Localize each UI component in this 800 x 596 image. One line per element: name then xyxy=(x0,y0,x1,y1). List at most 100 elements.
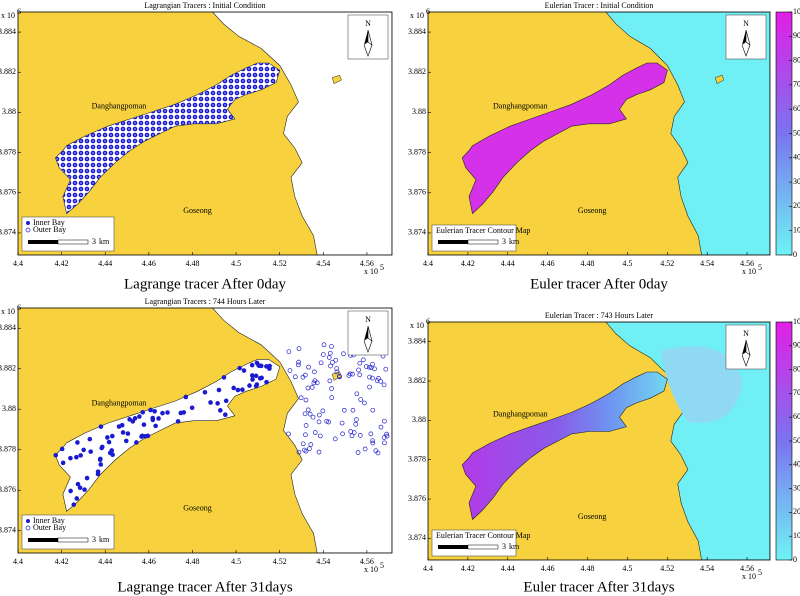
outer-tracer xyxy=(370,407,376,413)
outer-tracer xyxy=(370,440,376,446)
colorbar-tick-label: 40 xyxy=(793,460,800,469)
north-label: N xyxy=(365,315,371,324)
scale-unit: km xyxy=(509,542,520,551)
inner-tracer xyxy=(84,475,90,481)
place-label: Danghangpoman xyxy=(92,398,147,407)
inner-tracer xyxy=(120,430,126,435)
scale-bar-light xyxy=(57,537,89,543)
scale-label: 3 xyxy=(92,535,96,544)
inner-tracer xyxy=(141,422,147,427)
inner-tracer xyxy=(208,400,213,405)
inner-tracer xyxy=(264,364,269,369)
caption: Euler tracer After 31days xyxy=(523,579,674,595)
outer-tracer xyxy=(308,442,314,447)
outer-tracer xyxy=(341,351,346,357)
inner-tracer xyxy=(221,375,227,380)
outer-tracer xyxy=(339,420,345,426)
panel-title: Eulerian Tracer : 743 Hours Later xyxy=(545,311,654,320)
y-exponent: 6 xyxy=(17,303,21,312)
inner-tracer xyxy=(223,398,229,404)
caption: Euler tracer After 0day xyxy=(530,276,668,292)
x-multiplier: x 10 xyxy=(364,267,378,276)
outer-tracer xyxy=(364,364,369,369)
y-tick-label: 3.874 xyxy=(0,526,16,535)
inner-tracer xyxy=(74,496,80,501)
north-arrow-light xyxy=(363,29,373,57)
outer-tracer xyxy=(370,361,375,367)
x-exponent: 5 xyxy=(758,568,762,577)
x-tick-label: 4.54 xyxy=(316,259,330,268)
outer-tracer xyxy=(296,359,301,365)
outer-tracer xyxy=(346,373,352,378)
outer-tracer xyxy=(349,433,355,439)
legend-box xyxy=(21,216,115,252)
outer-tracer xyxy=(317,433,323,439)
outer-tracer xyxy=(312,369,317,375)
y-multiplier: x 10 xyxy=(1,11,15,20)
y-tick-label: 3.88 xyxy=(2,107,16,116)
outer-tracer xyxy=(320,352,326,357)
legend-box xyxy=(431,529,517,557)
outer-tracer xyxy=(356,367,361,373)
inner-tracer xyxy=(123,438,129,444)
outer-tracer xyxy=(317,412,322,418)
inner-tracer xyxy=(88,449,93,454)
inner-tracer xyxy=(153,423,158,429)
outer-tracer xyxy=(370,438,375,444)
colorbar-tick-label: 70 xyxy=(793,80,800,89)
y-tick-label: 3.876 xyxy=(408,188,426,197)
inner-tracer xyxy=(95,471,101,477)
outer-tracer xyxy=(305,385,311,391)
outer-tracer xyxy=(340,431,345,437)
inner-tracer xyxy=(68,488,73,494)
colorbar-tick-label: 40 xyxy=(793,153,800,162)
outer-tracer xyxy=(286,349,292,355)
outer-tracer xyxy=(292,374,298,380)
outer-tracer xyxy=(306,364,311,370)
scale-unit: km xyxy=(509,237,520,246)
outer-tracer xyxy=(303,432,308,438)
outer-tracer xyxy=(287,368,293,373)
inner-tracer xyxy=(218,408,223,413)
inner-tracer xyxy=(53,452,59,458)
x-tick-label: 4.46 xyxy=(142,557,156,566)
inner-tracer xyxy=(235,387,241,393)
inner-bay xyxy=(461,371,668,521)
inner-tracer xyxy=(68,455,73,461)
scale-bar-dark xyxy=(438,545,468,549)
x-tick-label: 4.44 xyxy=(98,557,112,566)
x-tick-label: 4.48 xyxy=(185,557,199,566)
north-arrow-dark xyxy=(364,30,368,45)
outer-tracer xyxy=(320,408,326,414)
y-tick-label: 3.882 xyxy=(408,67,426,76)
x-tick-label: 4.48 xyxy=(581,259,595,268)
island xyxy=(714,74,725,85)
outer-tracer xyxy=(330,360,335,365)
outer-tracer xyxy=(302,372,308,378)
outer-tracer xyxy=(286,431,291,437)
x-tick-label: 4.5 xyxy=(622,259,632,268)
x-tick-label: 4.48 xyxy=(185,259,199,268)
outer-tracer xyxy=(384,431,389,437)
legend-box xyxy=(431,224,517,252)
outer-tracer xyxy=(332,436,338,442)
legend-label: Inner Bay xyxy=(33,516,65,525)
outer-tracer xyxy=(376,376,381,381)
inner-tracer xyxy=(87,436,93,442)
outer-tracer xyxy=(296,362,301,368)
inner-tracer xyxy=(140,410,146,415)
legend-symbol xyxy=(26,221,30,225)
inner-tracer xyxy=(98,462,104,467)
x-tick-label: 4.48 xyxy=(581,564,595,573)
y-tick-label: 3.882 xyxy=(0,67,16,76)
y-tick-label: 3.876 xyxy=(408,494,426,503)
inner-tracer xyxy=(59,446,65,452)
outer-tracer xyxy=(382,440,387,446)
inner-bay xyxy=(55,359,281,512)
scale-bar-dark xyxy=(28,240,58,244)
outer-tracer xyxy=(307,411,313,417)
y-tick-label: 3.876 xyxy=(0,188,16,197)
y-exponent: 6 xyxy=(17,7,21,16)
